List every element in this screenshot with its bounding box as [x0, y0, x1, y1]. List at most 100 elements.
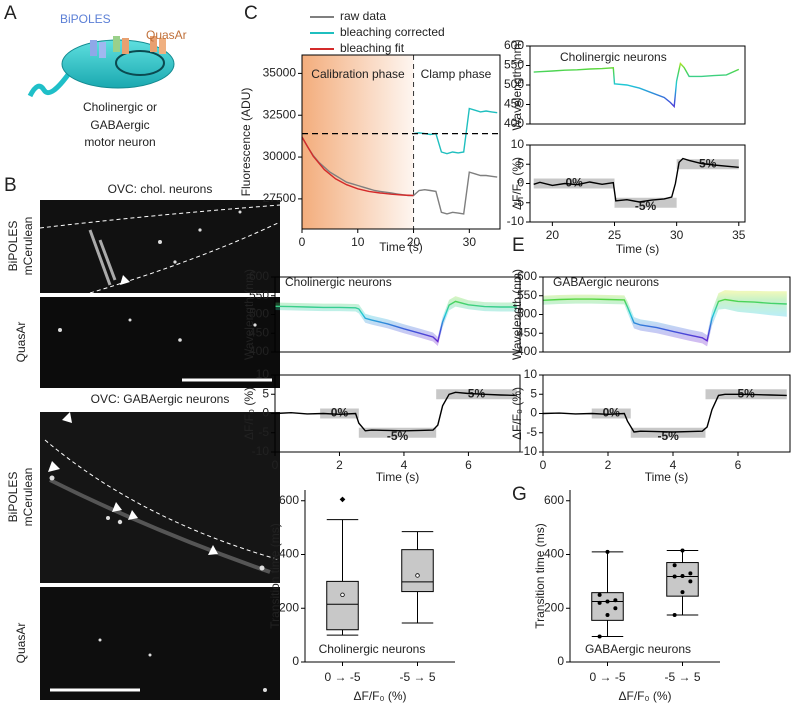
y-tick-label: 0 — [517, 176, 524, 190]
x-tick-label: 2 — [336, 458, 343, 472]
target-label: 5% — [737, 386, 755, 400]
y-tick-label: -10 — [507, 214, 525, 228]
x-tick-label: 0 → -5 — [324, 670, 360, 684]
image-title: OVC: chol. neurons — [108, 182, 213, 196]
x-tick-label: 2 — [605, 458, 612, 472]
x-tick-label: 35 — [732, 228, 746, 242]
label: QuasAr — [146, 28, 187, 42]
box — [591, 592, 624, 621]
micrograph — [40, 297, 280, 388]
y-axis-label: Wavelength (nm) — [510, 269, 524, 360]
x-tick-label: 20 — [546, 228, 560, 242]
label: QuasAr — [14, 623, 28, 664]
y-tick-label: 35000 — [263, 66, 297, 80]
y-tick-label: 500 — [517, 307, 537, 321]
error-band — [275, 296, 517, 346]
x-tick-label: 4 — [670, 458, 677, 472]
x-tick-label: 10 — [351, 235, 365, 249]
outlier — [339, 496, 346, 503]
micrograph — [40, 412, 280, 583]
series-line — [542, 298, 787, 342]
target-label: 5% — [699, 156, 717, 170]
target-label: 0% — [565, 176, 583, 190]
y-tick-label: 600 — [504, 38, 524, 52]
x-tick-label: 0 → -5 — [589, 670, 625, 684]
y-tick-label: 0 — [557, 654, 564, 668]
annotation: Cholinergic neurons — [319, 642, 426, 656]
x-tick-label: -5 → 5 — [664, 670, 700, 684]
y-tick-label: 600 — [544, 493, 564, 507]
series-line — [413, 107, 498, 155]
y-tick-label: 550 — [504, 58, 524, 72]
data-point — [605, 549, 610, 554]
data-point — [688, 571, 693, 576]
micrograph — [40, 587, 280, 700]
y-tick-label: 10 — [256, 367, 270, 381]
x-tick-label: 30 — [670, 228, 684, 242]
micrograph-details — [39, 204, 281, 692]
data-point — [597, 600, 602, 605]
target-band — [630, 427, 706, 438]
x-axis-label: Time (s) — [376, 470, 420, 484]
annotation: Cholinergic neurons — [560, 50, 667, 64]
y-axis-label: Wavelength (nm) — [242, 269, 256, 360]
y-tick-label: 32500 — [263, 107, 297, 121]
y-tick-label: 550 — [517, 288, 537, 302]
legend-label: bleaching corrected — [340, 25, 445, 39]
y-axis-label: Fluorescence (ADU) — [239, 88, 253, 197]
target-label: 0% — [331, 406, 349, 420]
data-point — [597, 592, 602, 597]
y-tick-label: -5 — [526, 425, 537, 439]
y-tick-label: 500 — [249, 307, 269, 321]
y-axis-label: Transition time (ms) — [268, 523, 282, 629]
x-axis-label: Time (s) — [645, 470, 689, 484]
micrograph-cells — [49, 210, 267, 692]
x-tick-label: 0 — [540, 458, 547, 472]
y-tick-label: 400 — [544, 547, 564, 561]
label: Cholinergic or — [83, 100, 157, 114]
y-tick-label: 600 — [279, 493, 299, 507]
mean — [415, 573, 420, 578]
cell-schematic — [27, 36, 175, 98]
series-line — [542, 393, 787, 433]
x-axis-label: Time (s) — [616, 242, 660, 256]
data-point — [680, 590, 685, 595]
target-label: -5% — [387, 429, 409, 443]
y-tick-label: -5 — [513, 195, 524, 209]
y-tick-label: 27500 — [263, 191, 297, 205]
image-title: OVC: GABAergic neurons — [91, 392, 230, 406]
target-band — [320, 408, 359, 419]
x-tick-label: 20 — [407, 235, 421, 249]
y-tick-label: 500 — [504, 77, 524, 91]
annotation: GABAergic neurons — [585, 642, 691, 656]
x-axis-label: ΔF/F₀ (%) — [354, 689, 407, 703]
y-tick-label: 600 — [517, 269, 537, 283]
y-tick-label: 200 — [279, 600, 299, 614]
data-point — [688, 579, 693, 584]
box — [326, 580, 359, 631]
data-point — [672, 563, 677, 568]
y-tick-label: 200 — [544, 600, 564, 614]
y-tick-label: 400 — [249, 344, 269, 358]
y-tick-label: -10 — [252, 444, 270, 458]
x-tick-label: 25 — [608, 228, 622, 242]
label: BiPOLES — [60, 12, 111, 26]
x-tick-label: 6 — [465, 458, 472, 472]
series-line — [301, 136, 414, 197]
target-band — [358, 427, 437, 438]
x-axis-label: Time (s) — [379, 240, 423, 254]
y-tick-label: 5 — [517, 156, 524, 170]
y-tick-label: 400 — [504, 116, 524, 130]
y-tick-label: 550 — [249, 288, 269, 302]
panel-letter: A — [4, 3, 17, 24]
y-tick-label: 10 — [511, 137, 525, 151]
series-line — [533, 62, 740, 109]
y-tick-label: 450 — [517, 325, 537, 339]
annotation: Clamp phase — [421, 67, 492, 81]
label: BiPOLES — [6, 472, 20, 523]
x-tick-label: 30 — [463, 235, 477, 249]
annotation: GABAergic neurons — [553, 275, 659, 289]
plot-frame — [301, 54, 501, 230]
data-point — [605, 612, 610, 617]
